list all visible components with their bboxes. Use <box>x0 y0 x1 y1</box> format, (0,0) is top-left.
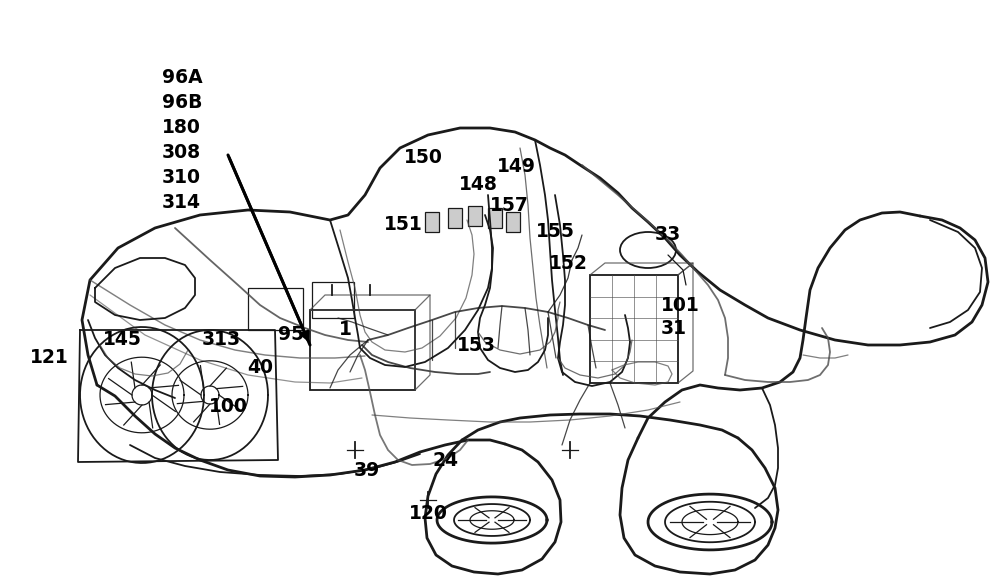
FancyBboxPatch shape <box>488 208 502 228</box>
Text: 96B: 96B <box>162 93 203 112</box>
Text: 39: 39 <box>354 461 381 480</box>
Text: 145: 145 <box>103 330 142 349</box>
Text: 40: 40 <box>247 358 273 377</box>
Text: 95: 95 <box>278 325 304 344</box>
Text: 120: 120 <box>409 504 448 523</box>
Text: 121: 121 <box>30 348 69 367</box>
Text: 148: 148 <box>459 175 498 194</box>
Text: 308: 308 <box>162 143 201 162</box>
Text: 180: 180 <box>162 118 201 137</box>
Text: 152: 152 <box>549 254 587 273</box>
Text: 149: 149 <box>497 157 536 176</box>
Text: 313: 313 <box>202 330 241 349</box>
FancyBboxPatch shape <box>506 212 520 232</box>
FancyBboxPatch shape <box>468 206 482 226</box>
Text: 153: 153 <box>457 336 496 355</box>
Text: 150: 150 <box>404 148 443 167</box>
Text: 1: 1 <box>339 320 352 339</box>
Text: 155: 155 <box>536 222 574 241</box>
Text: 157: 157 <box>490 196 528 215</box>
FancyBboxPatch shape <box>448 208 462 228</box>
Text: 310: 310 <box>162 168 201 187</box>
Text: 314: 314 <box>162 193 201 212</box>
Text: 24: 24 <box>432 451 458 470</box>
FancyBboxPatch shape <box>425 212 439 232</box>
Text: 31: 31 <box>661 319 687 338</box>
Text: 101: 101 <box>661 296 699 315</box>
Text: 151: 151 <box>384 215 423 234</box>
Text: 96A: 96A <box>162 68 203 87</box>
Text: 100: 100 <box>209 397 248 416</box>
Text: 33: 33 <box>655 225 681 244</box>
